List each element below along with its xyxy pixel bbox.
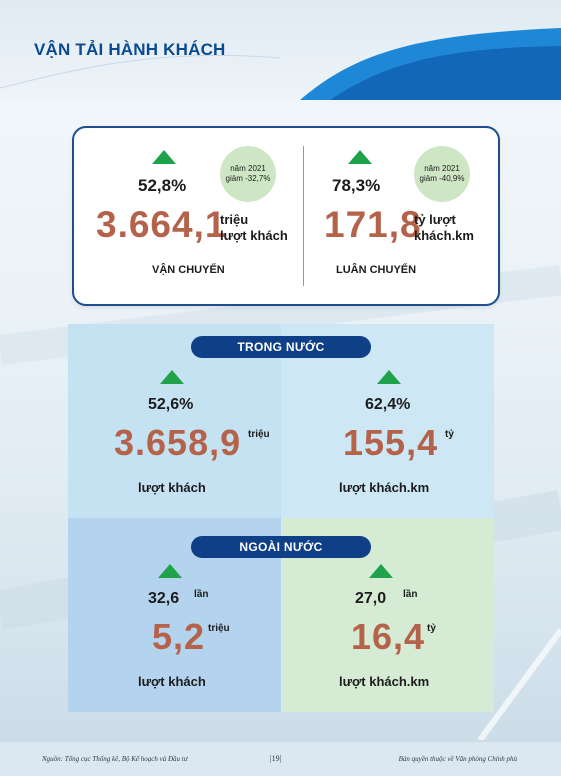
international-passengers-percent: 32,6 (148, 590, 180, 607)
domestic-passengers-value: 3.658,9 (114, 422, 242, 463)
domestic-passengers-label: lượt khách (138, 480, 206, 495)
international-passengers-unit: triệu (208, 623, 230, 634)
transport-caption: VẬN CHUYỂN (152, 264, 225, 276)
header-wave-decoration (0, 28, 561, 100)
breakdown-panel: 52,6% 3.658,9 triệu lượt khách 62,4% 155… (68, 324, 494, 712)
rotation-caption: LUÂN CHUYỂN (336, 264, 417, 276)
rotation-unit: tỷ lượt khách.km (414, 212, 474, 244)
international-section-label: NGOÀI NƯỚC (191, 536, 371, 558)
transport-percent: 52,8% (138, 176, 187, 195)
up-triangle-icon (160, 370, 184, 384)
up-triangle-icon (377, 370, 401, 384)
international-passengers-times: lần (194, 589, 209, 600)
rotation-note-change: giảm -40,9% (419, 174, 465, 183)
transport-note-year: năm 2021 (230, 164, 266, 173)
page-title: VẬN TẢI HÀNH KHÁCH (34, 40, 226, 59)
rotation-value: 171,8 (324, 204, 422, 245)
international-km-percent: 27,0 (355, 590, 387, 607)
up-triangle-icon (369, 564, 393, 578)
up-triangle-icon (152, 150, 176, 164)
international-km-value: 16,4 (351, 616, 426, 657)
transport-unit-line1: triệu (220, 212, 249, 227)
transport-unit-line2: lượt khách (220, 228, 288, 243)
transport-note-change: giảm -32,7% (225, 174, 271, 183)
domestic-km-percent: 62,4% (365, 396, 411, 413)
summary-card: 52,8% năm 2021 giảm -32,7% 3.664,1 triệu… (72, 126, 500, 306)
domestic-km-label: lượt khách.km (339, 480, 430, 495)
footer-source: Nguồn: Tổng cục Thống kê, Bộ Kế hoạch và… (42, 755, 188, 763)
rotation-unit-line2: khách.km (414, 228, 474, 243)
domestic-passengers-cell: 52,6% 3.658,9 triệu lượt khách (68, 324, 281, 518)
domestic-section-label: TRONG NƯỚC (191, 336, 371, 358)
rotation-unit-line1: tỷ lượt (414, 212, 456, 227)
international-km-unit: tỷ (427, 623, 436, 634)
transport-note: năm 2021 giảm -32,7% (220, 146, 276, 202)
international-passengers-label: lượt khách (138, 674, 206, 689)
international-km-label: lượt khách.km (339, 674, 430, 689)
domestic-passengers-unit: triệu (248, 429, 270, 440)
footer: Nguồn: Tổng cục Thống kê, Bộ Kế hoạch và… (0, 741, 561, 776)
footer-copyright: Bản quyền thuộc về Văn phòng Chính phủ (398, 755, 517, 763)
transport-unit: triệu lượt khách (220, 212, 288, 244)
up-triangle-icon (158, 564, 182, 578)
up-triangle-icon (348, 150, 372, 164)
domestic-passengers-percent: 52,6% (148, 396, 194, 413)
rotation-note-year: năm 2021 (424, 164, 460, 173)
international-km-times: lần (403, 589, 418, 600)
international-passengers-value: 5,2 (152, 616, 206, 657)
transport-value: 3.664,1 (96, 204, 227, 245)
domestic-km-unit: tỷ (445, 429, 454, 440)
domestic-km-value: 155,4 (343, 422, 439, 463)
header-band: VẬN TẢI HÀNH KHÁCH (0, 0, 561, 100)
summary-divider (303, 146, 304, 286)
rotation-note: năm 2021 giảm -40,9% (414, 146, 470, 202)
rotation-percent: 78,3% (332, 176, 381, 195)
page-number: |19| (270, 754, 282, 763)
